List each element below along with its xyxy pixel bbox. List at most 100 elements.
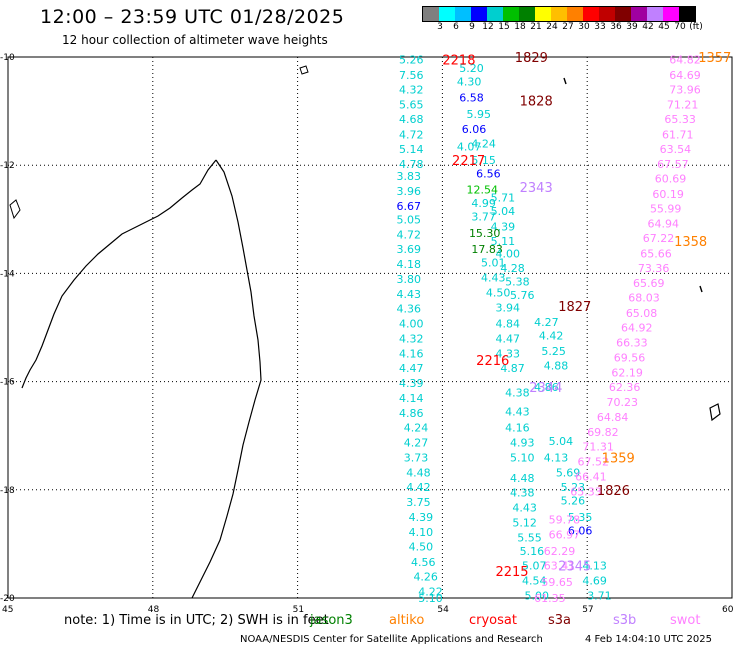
satellite-legend-altiko: altiko	[389, 613, 425, 628]
satellite-pass-time: 1829	[515, 51, 548, 66]
wave-height-value: 4.38	[505, 386, 530, 399]
island-glorieuses	[299, 65, 309, 75]
wave-height-value: 64.92	[621, 322, 653, 335]
color-scale-label: 33	[594, 22, 606, 32]
wave-height-value: 4.27	[534, 316, 559, 329]
wave-height-value: 4.54	[522, 575, 547, 588]
wave-height-value: 5.00	[524, 589, 549, 602]
wave-height-value: 3.96	[397, 185, 422, 198]
wave-height-value: 5.95	[467, 108, 492, 121]
wave-height-value: 62.19	[611, 366, 643, 379]
lat-label: -10	[0, 53, 15, 63]
wave-height-value: 69.82	[587, 426, 619, 439]
madagascar-coastline	[9, 65, 721, 599]
wave-height-value: 5.05	[397, 213, 422, 226]
satellite-track-labels: 2218 1829 1828 1357 2217 2343 1358 1827 2216 2344…	[442, 51, 731, 580]
wave-height-value: 65.33	[664, 113, 696, 126]
wave-height-value: 4.39	[399, 377, 424, 390]
wave-height-value: 4.47	[495, 332, 520, 345]
wave-height-value: 3.75	[406, 496, 431, 509]
wave-height-value: 59.65	[541, 576, 573, 589]
wave-height-value: 6.06	[462, 123, 487, 136]
wave-height-value: 4.48	[406, 466, 431, 479]
wave-height-value: 4.39	[409, 511, 434, 524]
color-swatch-15	[663, 7, 679, 21]
chart-title: 12:00 – 23:59 UTC 01/28/2025	[40, 6, 345, 28]
wave-height-value: 4.56	[411, 556, 436, 569]
wave-height-value: 4.99	[471, 197, 496, 210]
wave-height-value: 3.77	[471, 211, 496, 224]
wave-height-value: 17.83	[471, 243, 503, 256]
notes-text: note: 1) Time is in UTC; 2) SWH is in fe…	[64, 613, 329, 628]
color-scale-label: 36	[610, 22, 622, 32]
color-scale-label: 39	[626, 22, 638, 32]
wave-height-value: 5.65	[399, 99, 424, 112]
satellite-pass-time: 2217	[452, 154, 485, 169]
satellite-pass-time: 1358	[674, 235, 707, 250]
color-swatch-7	[535, 7, 551, 21]
wave-height-value: 5.25	[541, 345, 566, 358]
wave-height-value: 3.73	[404, 451, 429, 464]
island-mauritius	[709, 403, 721, 422]
wave-height-value: 66.41	[575, 470, 607, 483]
satellite-pass-time: 1357	[698, 51, 731, 66]
wave-height-value: 5.38	[505, 276, 530, 289]
satellite-pass-time: 2343	[520, 181, 553, 196]
generated-timestamp: 4 Feb 14:04:10 UTC 2025	[585, 634, 712, 645]
wave-height-value: 60.19	[652, 188, 684, 201]
wave-height-value: 67.57	[657, 158, 689, 171]
lon-label: 54	[437, 605, 449, 615]
color-swatch-6	[519, 7, 535, 21]
wave-height-value: 64.69	[669, 69, 701, 82]
wave-height-value: 71.21	[667, 99, 699, 112]
color-scale-label: 9	[469, 22, 475, 32]
lon-label: 57	[582, 605, 593, 615]
satellite-pass-time: 2215	[495, 565, 528, 580]
wave-height-value: 4.16	[505, 422, 530, 435]
satellite-pass-time: 2344	[529, 381, 562, 396]
satellite-legend-cryosat: cryosat	[469, 613, 517, 628]
wave-height-value: 62.36	[609, 381, 641, 394]
wave-height-value: 59.78	[549, 514, 581, 527]
wave-height-value: 6.06	[568, 524, 593, 537]
satellite-pass-time: 1828	[520, 94, 553, 109]
wave-height-value: 65.33	[570, 485, 602, 498]
satellite-pass-time: 2216	[476, 354, 509, 369]
island-cargados	[699, 285, 703, 293]
wave-height-value: 4.86	[399, 407, 424, 420]
color-scale-label: 6	[453, 22, 459, 32]
wave-height-value: 4.39	[491, 220, 515, 233]
lon-label: 48	[148, 605, 160, 615]
island-nosy-be	[9, 199, 21, 220]
wave-height-value: 5.26	[561, 495, 586, 508]
wave-height-value: 6.67	[397, 200, 422, 213]
wave-height-value: 5.71	[491, 192, 515, 205]
wave-height-value: 7.56	[399, 69, 424, 82]
lat-label: -12	[0, 161, 15, 171]
color-scale-label: 15	[498, 22, 510, 32]
wave-height-value: 64.94	[648, 218, 680, 231]
wave-height-value: 4.24	[471, 138, 496, 151]
wave-height-value: 63.54	[660, 143, 692, 156]
madagascar-west-coast	[21, 159, 217, 389]
wave-height-value: 4.72	[397, 228, 422, 241]
wave-height-value: 4.30	[457, 75, 482, 88]
color-scale-label: 70	[674, 22, 686, 32]
wave-height-value: 4.32	[399, 332, 424, 345]
wave-height-value: 4.22	[418, 586, 443, 599]
wave-height-value: 4.50	[409, 541, 434, 554]
wave-height-value: 4.18	[397, 258, 422, 271]
wave-height-value: 5.10	[510, 451, 535, 464]
wave-height-value: 3.71	[587, 589, 612, 602]
wave-height-value: 4.00	[399, 318, 424, 331]
wave-height-value: 5.10	[418, 592, 443, 605]
color-scale-label: 18	[514, 22, 526, 32]
wave-height-value: 4.07	[457, 140, 482, 153]
madagascar-east-coast	[191, 159, 262, 599]
wave-height-value: 4.86	[534, 381, 559, 394]
wave-height-value: 4.38	[510, 487, 535, 500]
wave-height-value: 5.07	[522, 560, 547, 573]
wave-height-value: 4.24	[404, 422, 429, 435]
wave-height-value: 4.78	[399, 158, 424, 171]
observation-values: 5.267.564.325.654.684.725.144.783.833.96…	[397, 54, 701, 605]
